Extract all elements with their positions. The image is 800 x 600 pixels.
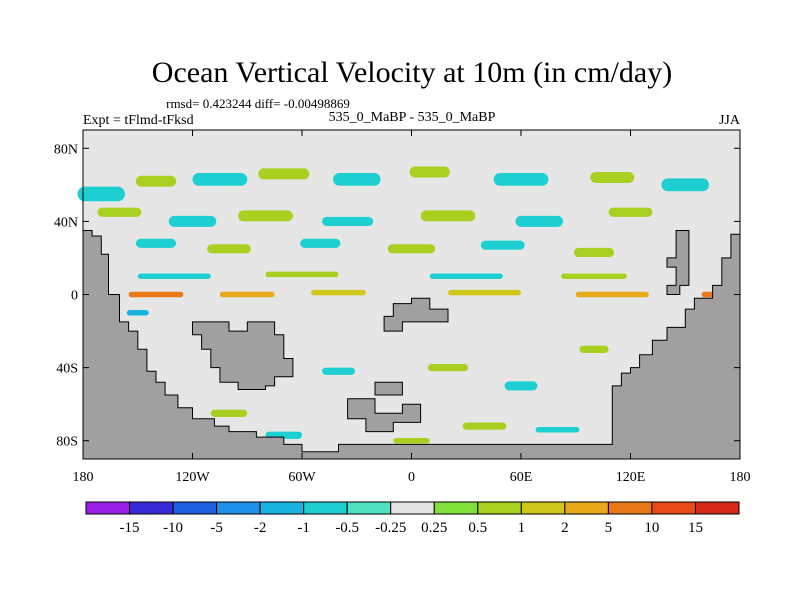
field-patch [77, 186, 125, 202]
colorbar-swatch [172, 501, 218, 515]
field-patch [561, 273, 627, 279]
field-patch [97, 207, 142, 217]
colorbar-label: 0.25 [421, 520, 447, 536]
field-patch [427, 363, 469, 372]
colorbar-label: 10 [644, 520, 659, 536]
field-patch [575, 291, 649, 298]
field-patch [448, 289, 521, 296]
field-patch [168, 215, 217, 227]
colorbar-label: -2 [254, 520, 267, 536]
x-tick-label: 180 [73, 470, 94, 485]
field-patch [429, 273, 503, 279]
colorbar-label: 15 [688, 520, 703, 536]
x-tick-label: 120E [616, 470, 646, 485]
field-patch [579, 345, 609, 353]
field-patch [311, 289, 366, 296]
land-continent-central [383, 297, 449, 332]
land-west-americas [82, 230, 741, 460]
colorbar-label: 1 [518, 520, 526, 536]
field-patch [535, 427, 580, 433]
case-label: 535_0_MaBP - 535_0_MaBP [329, 110, 496, 125]
land-continent-west [192, 321, 294, 390]
x-tick-label: 120W [175, 470, 210, 485]
colorbar-label: -10 [163, 520, 183, 536]
y-tick-label: 40S [56, 362, 78, 377]
colorbar-swatch [651, 501, 696, 515]
colorbar-label: -5 [210, 520, 223, 536]
y-tick-label: 80S [56, 435, 78, 450]
field-patch [608, 207, 653, 217]
field-patch [573, 247, 615, 258]
season-label: JJA [719, 113, 741, 128]
field-patch [322, 216, 374, 226]
field-patch [135, 175, 177, 187]
field-patch [126, 310, 149, 316]
field-patch [192, 172, 248, 186]
colorbar-label: 0.5 [468, 520, 487, 536]
map-plot-area [77, 130, 741, 460]
y-tick-label: 40N [54, 215, 78, 230]
field-patch [387, 244, 436, 254]
field-patch [210, 409, 248, 417]
colorbar-label: 2 [561, 520, 569, 536]
colorbar-label: -0.5 [335, 520, 359, 536]
colorbar-label: 5 [605, 520, 613, 536]
map-axes: 180 120W 60W 0 60E 120E 180 80N 40N 0 40S 80S [54, 129, 751, 485]
field-patch [135, 238, 177, 248]
field-patch [504, 381, 538, 391]
x-tick-label: 60E [510, 470, 533, 485]
colorbar-swatch [433, 501, 479, 515]
field-patch [409, 166, 450, 178]
field-patch [515, 215, 563, 227]
field-patch [462, 422, 507, 430]
field-patch [322, 367, 355, 375]
land-east-peninsula [666, 230, 690, 295]
land-south-island [347, 398, 422, 433]
field-patch [661, 178, 709, 192]
colorbar-swatch [607, 501, 653, 515]
colorbar-swatch [129, 501, 174, 515]
colorbar-swatch [85, 501, 131, 515]
colorbar-swatch [303, 501, 348, 515]
field-patch [480, 240, 525, 250]
field-patch [590, 172, 635, 184]
colorbar: -15 -10 -5 -2 -1 -0.5 -0.25 0.25 0.5 1 2 5 10 15 [85, 501, 740, 536]
y-tick-label: 80N [54, 142, 78, 157]
colorbar-label: -1 [297, 520, 310, 536]
stats-label: rmsd= 0.423244 diff= -0.00498869 [166, 96, 350, 111]
colorbar-swatch [477, 501, 522, 515]
colorbar-label: -0.25 [375, 520, 406, 536]
field-patch [137, 273, 211, 279]
field-patch [420, 210, 476, 222]
field-patch [238, 210, 293, 222]
field-patch [219, 291, 275, 298]
field-patch [265, 271, 339, 278]
colorbar-swatch [694, 501, 740, 515]
colorbar-label: -15 [120, 520, 140, 536]
field-patch [258, 168, 310, 180]
x-tick-label: 180 [730, 470, 751, 485]
colorbar-swatch [259, 501, 305, 515]
colorbar-swatch [346, 501, 392, 515]
x-tick-label: 0 [408, 470, 415, 485]
chart-title: Ocean Vertical Velocity at 10m (in cm/da… [152, 56, 672, 89]
field-patch [128, 291, 184, 298]
colorbar-swatch [520, 501, 566, 515]
colorbar-swatch [564, 501, 609, 515]
x-tick-label: 60W [288, 470, 316, 485]
field-patch [493, 172, 549, 186]
field-patch [333, 172, 381, 186]
field-patch [300, 238, 341, 248]
field-patch [207, 244, 251, 254]
field-patch [393, 437, 430, 444]
land-south-islet [374, 381, 403, 396]
colorbar-swatch [216, 501, 261, 515]
colorbar-swatch [390, 501, 435, 515]
experiment-label: Expt = tFlmd-tFksd [83, 113, 194, 128]
y-tick-label: 0 [71, 289, 78, 304]
